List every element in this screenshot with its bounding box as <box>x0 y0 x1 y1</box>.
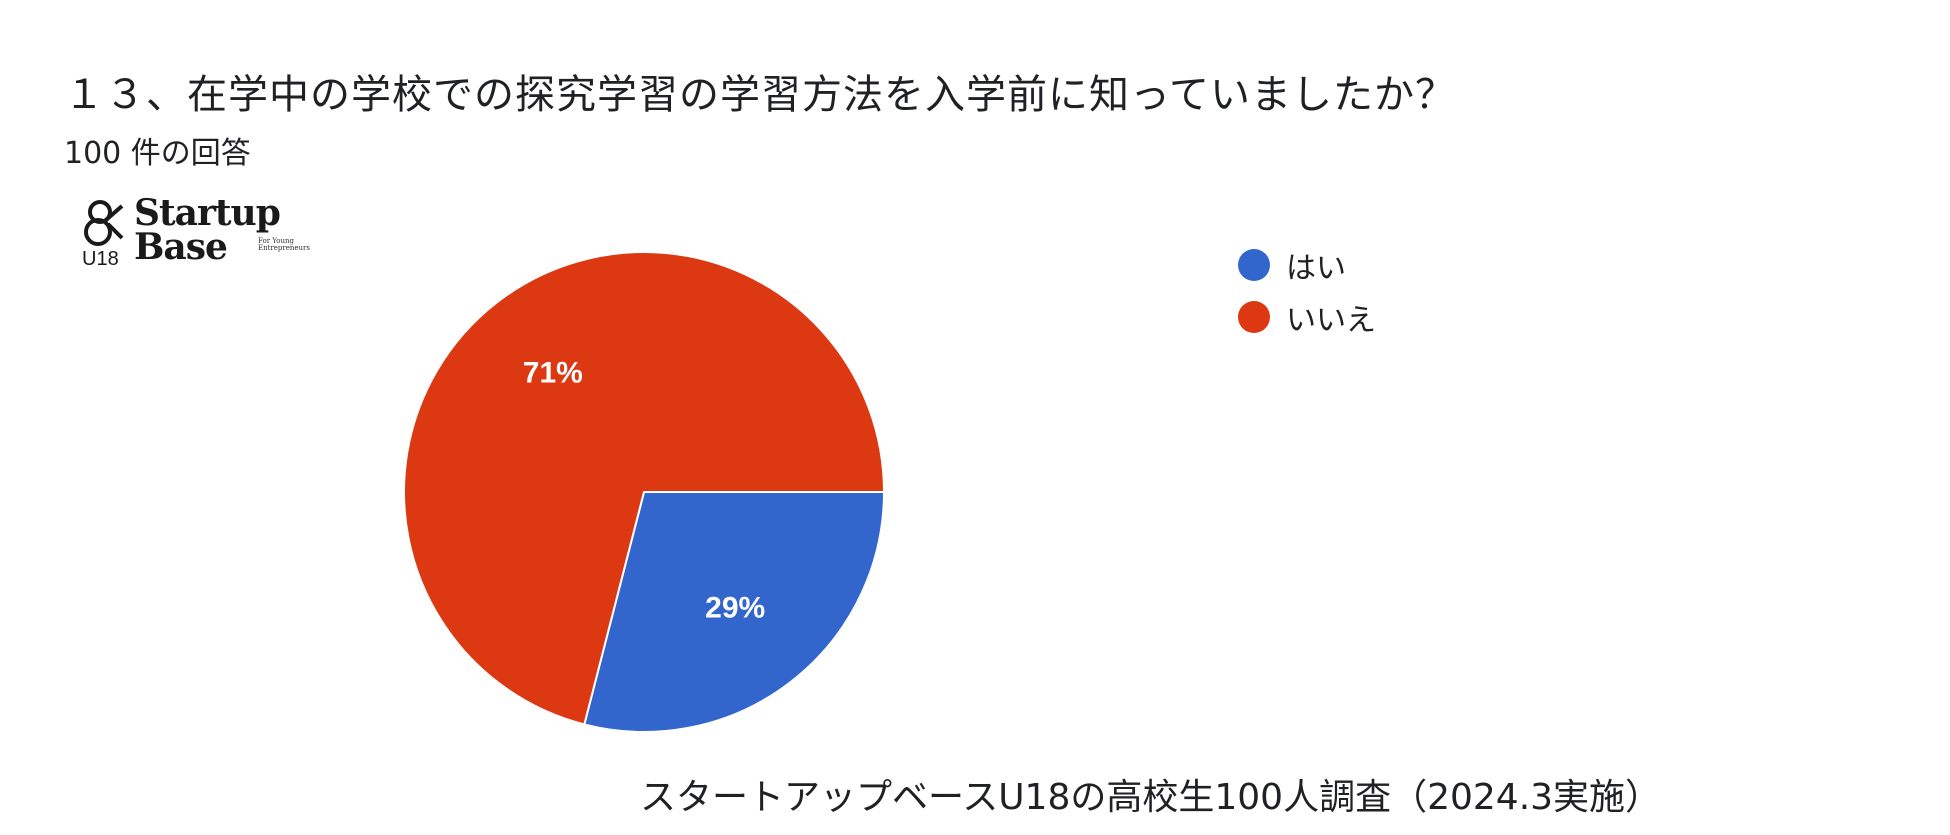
logo-u18-text: U18 <box>82 248 119 270</box>
logo-wordmark-line2: Base <box>134 226 228 268</box>
pie-labels: 29% 71% <box>523 356 765 624</box>
chart-legend: はい いいえ <box>1238 248 1376 352</box>
pie-slice-yes[interactable] <box>583 491 886 733</box>
startup-base-logo: U18 Startup Base For Young Entrepreneurs <box>80 192 310 274</box>
legend-swatch-yes <box>1238 249 1270 281</box>
response-count: 100 件の回答 <box>64 136 251 171</box>
survey-source-note: スタートアップベースU18の高校生100人調査（2024.3実施） <box>640 777 1662 818</box>
logo-tagline: For Young Entrepreneurs <box>258 237 310 252</box>
pie-label-yes: 29% <box>705 591 765 624</box>
logo-wordmark: Startup Base <box>134 192 281 268</box>
pie-slices <box>403 251 886 733</box>
pie-slice-no[interactable] <box>403 251 886 726</box>
logo-ampersand-icon <box>84 200 124 246</box>
pie-label-no: 71% <box>523 356 583 389</box>
legend-label-no: いいえ <box>1286 303 1376 338</box>
legend-item-no[interactable]: いいえ <box>1238 300 1376 338</box>
question-title: １３、在学中の学校での探究学習の学習方法を入学前に知っていましたか？ <box>64 72 1456 118</box>
logo-wordmark-line1: Startup <box>134 192 281 234</box>
legend-swatch-no <box>1238 301 1270 333</box>
legend-item-yes[interactable]: はい <box>1238 248 1376 286</box>
legend-label-yes: はい <box>1286 251 1346 286</box>
